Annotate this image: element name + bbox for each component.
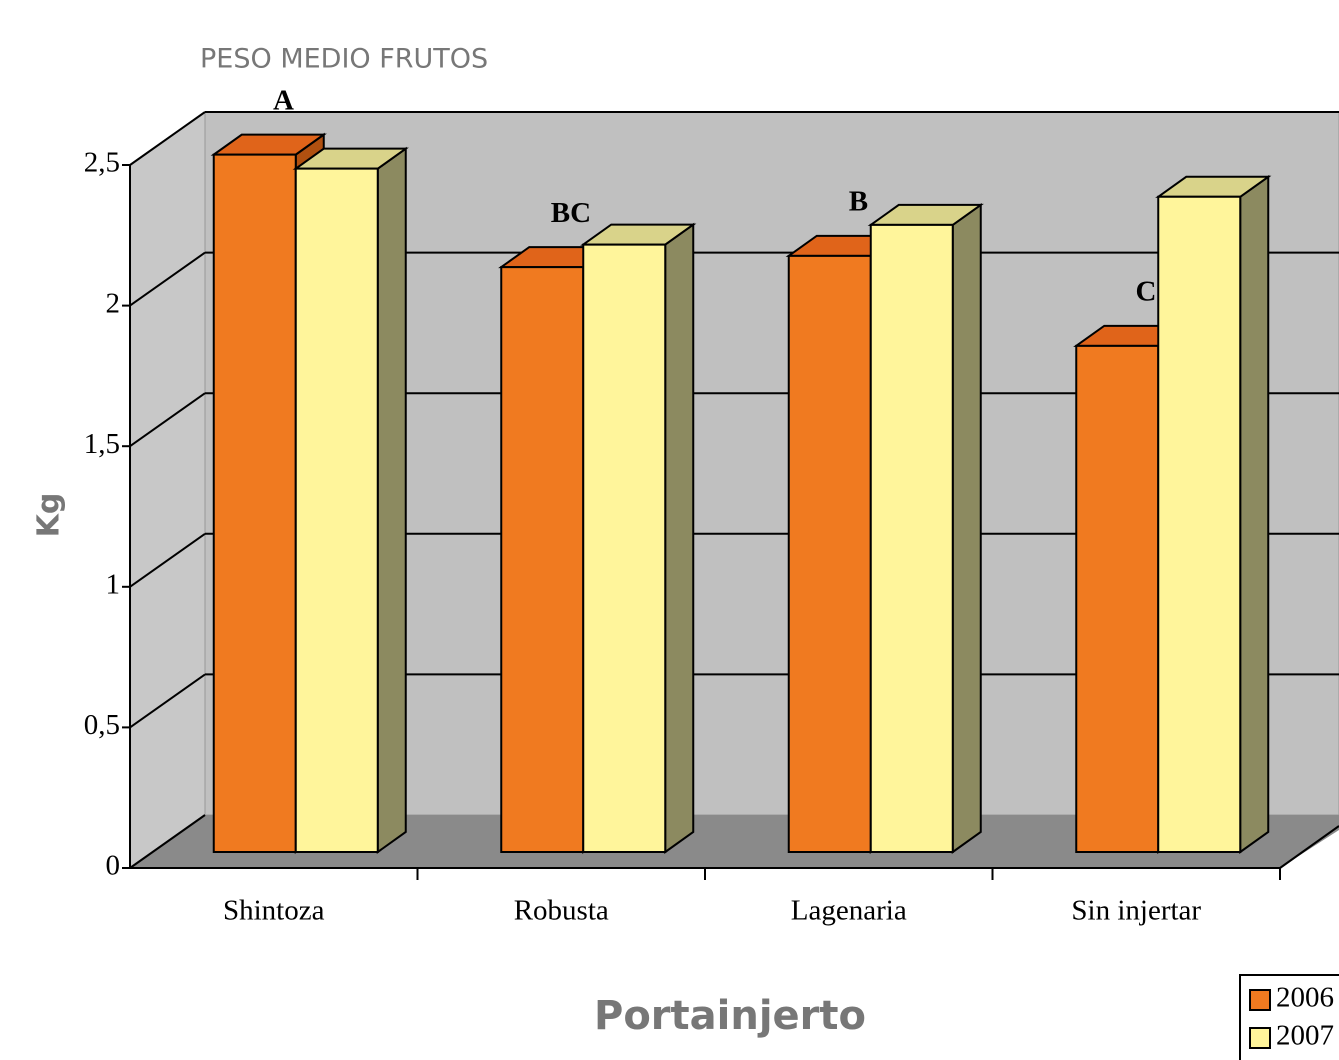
bar-face xyxy=(1075,344,1160,853)
side-wall xyxy=(129,111,206,869)
y-tick-label: 0 xyxy=(106,850,121,882)
y-tick-label: 1 xyxy=(106,568,121,600)
annotation: BC xyxy=(551,197,591,229)
bar-face xyxy=(582,243,667,853)
legend-swatch xyxy=(1249,989,1271,1011)
bar-face xyxy=(664,222,695,854)
x-tick-label: Lagenaria xyxy=(791,895,907,927)
y-tick-label: 2,5 xyxy=(84,147,120,179)
floor-edge xyxy=(1279,825,1339,869)
legend-swatch xyxy=(1249,1027,1271,1049)
y-tick-label: 0,5 xyxy=(84,709,120,741)
bar-face xyxy=(869,223,954,853)
y-tick-label: 1,5 xyxy=(84,428,120,460)
bar-face xyxy=(1239,174,1270,854)
bar-face xyxy=(951,202,982,854)
x-tick-label: Robusta xyxy=(514,895,609,927)
y-tick-label: 2 xyxy=(106,287,121,319)
grid-diagonal xyxy=(129,532,206,588)
legend-label: 2007 xyxy=(1276,1020,1334,1052)
annotation: B xyxy=(849,186,868,218)
grid-diagonal xyxy=(129,251,206,307)
x-tick-label: Sin injertar xyxy=(1071,895,1201,927)
bar-face xyxy=(294,167,379,853)
bar-face xyxy=(1157,195,1242,853)
x-axis-label: Portainjerto xyxy=(594,993,866,1039)
grid-diagonal xyxy=(129,111,206,166)
grid-diagonal xyxy=(129,814,206,869)
bar-face xyxy=(500,266,585,853)
grid-diagonal xyxy=(129,392,206,448)
bar-face xyxy=(212,153,297,853)
bar xyxy=(292,146,409,854)
bar-face xyxy=(787,254,872,853)
bar xyxy=(867,202,984,854)
floor xyxy=(130,815,1339,868)
bar xyxy=(1155,174,1272,854)
bar xyxy=(580,222,697,854)
bar-face xyxy=(376,146,407,854)
x-tick-label: Shintoza xyxy=(223,895,325,927)
legend-label: 2006 xyxy=(1276,982,1334,1014)
annotation: A xyxy=(273,84,294,116)
y-axis-label: Kg xyxy=(32,493,67,538)
annotation: C xyxy=(1135,275,1156,307)
grid-diagonal xyxy=(129,673,206,729)
chart-title: PESO MEDIO FRUTOS xyxy=(200,44,488,75)
